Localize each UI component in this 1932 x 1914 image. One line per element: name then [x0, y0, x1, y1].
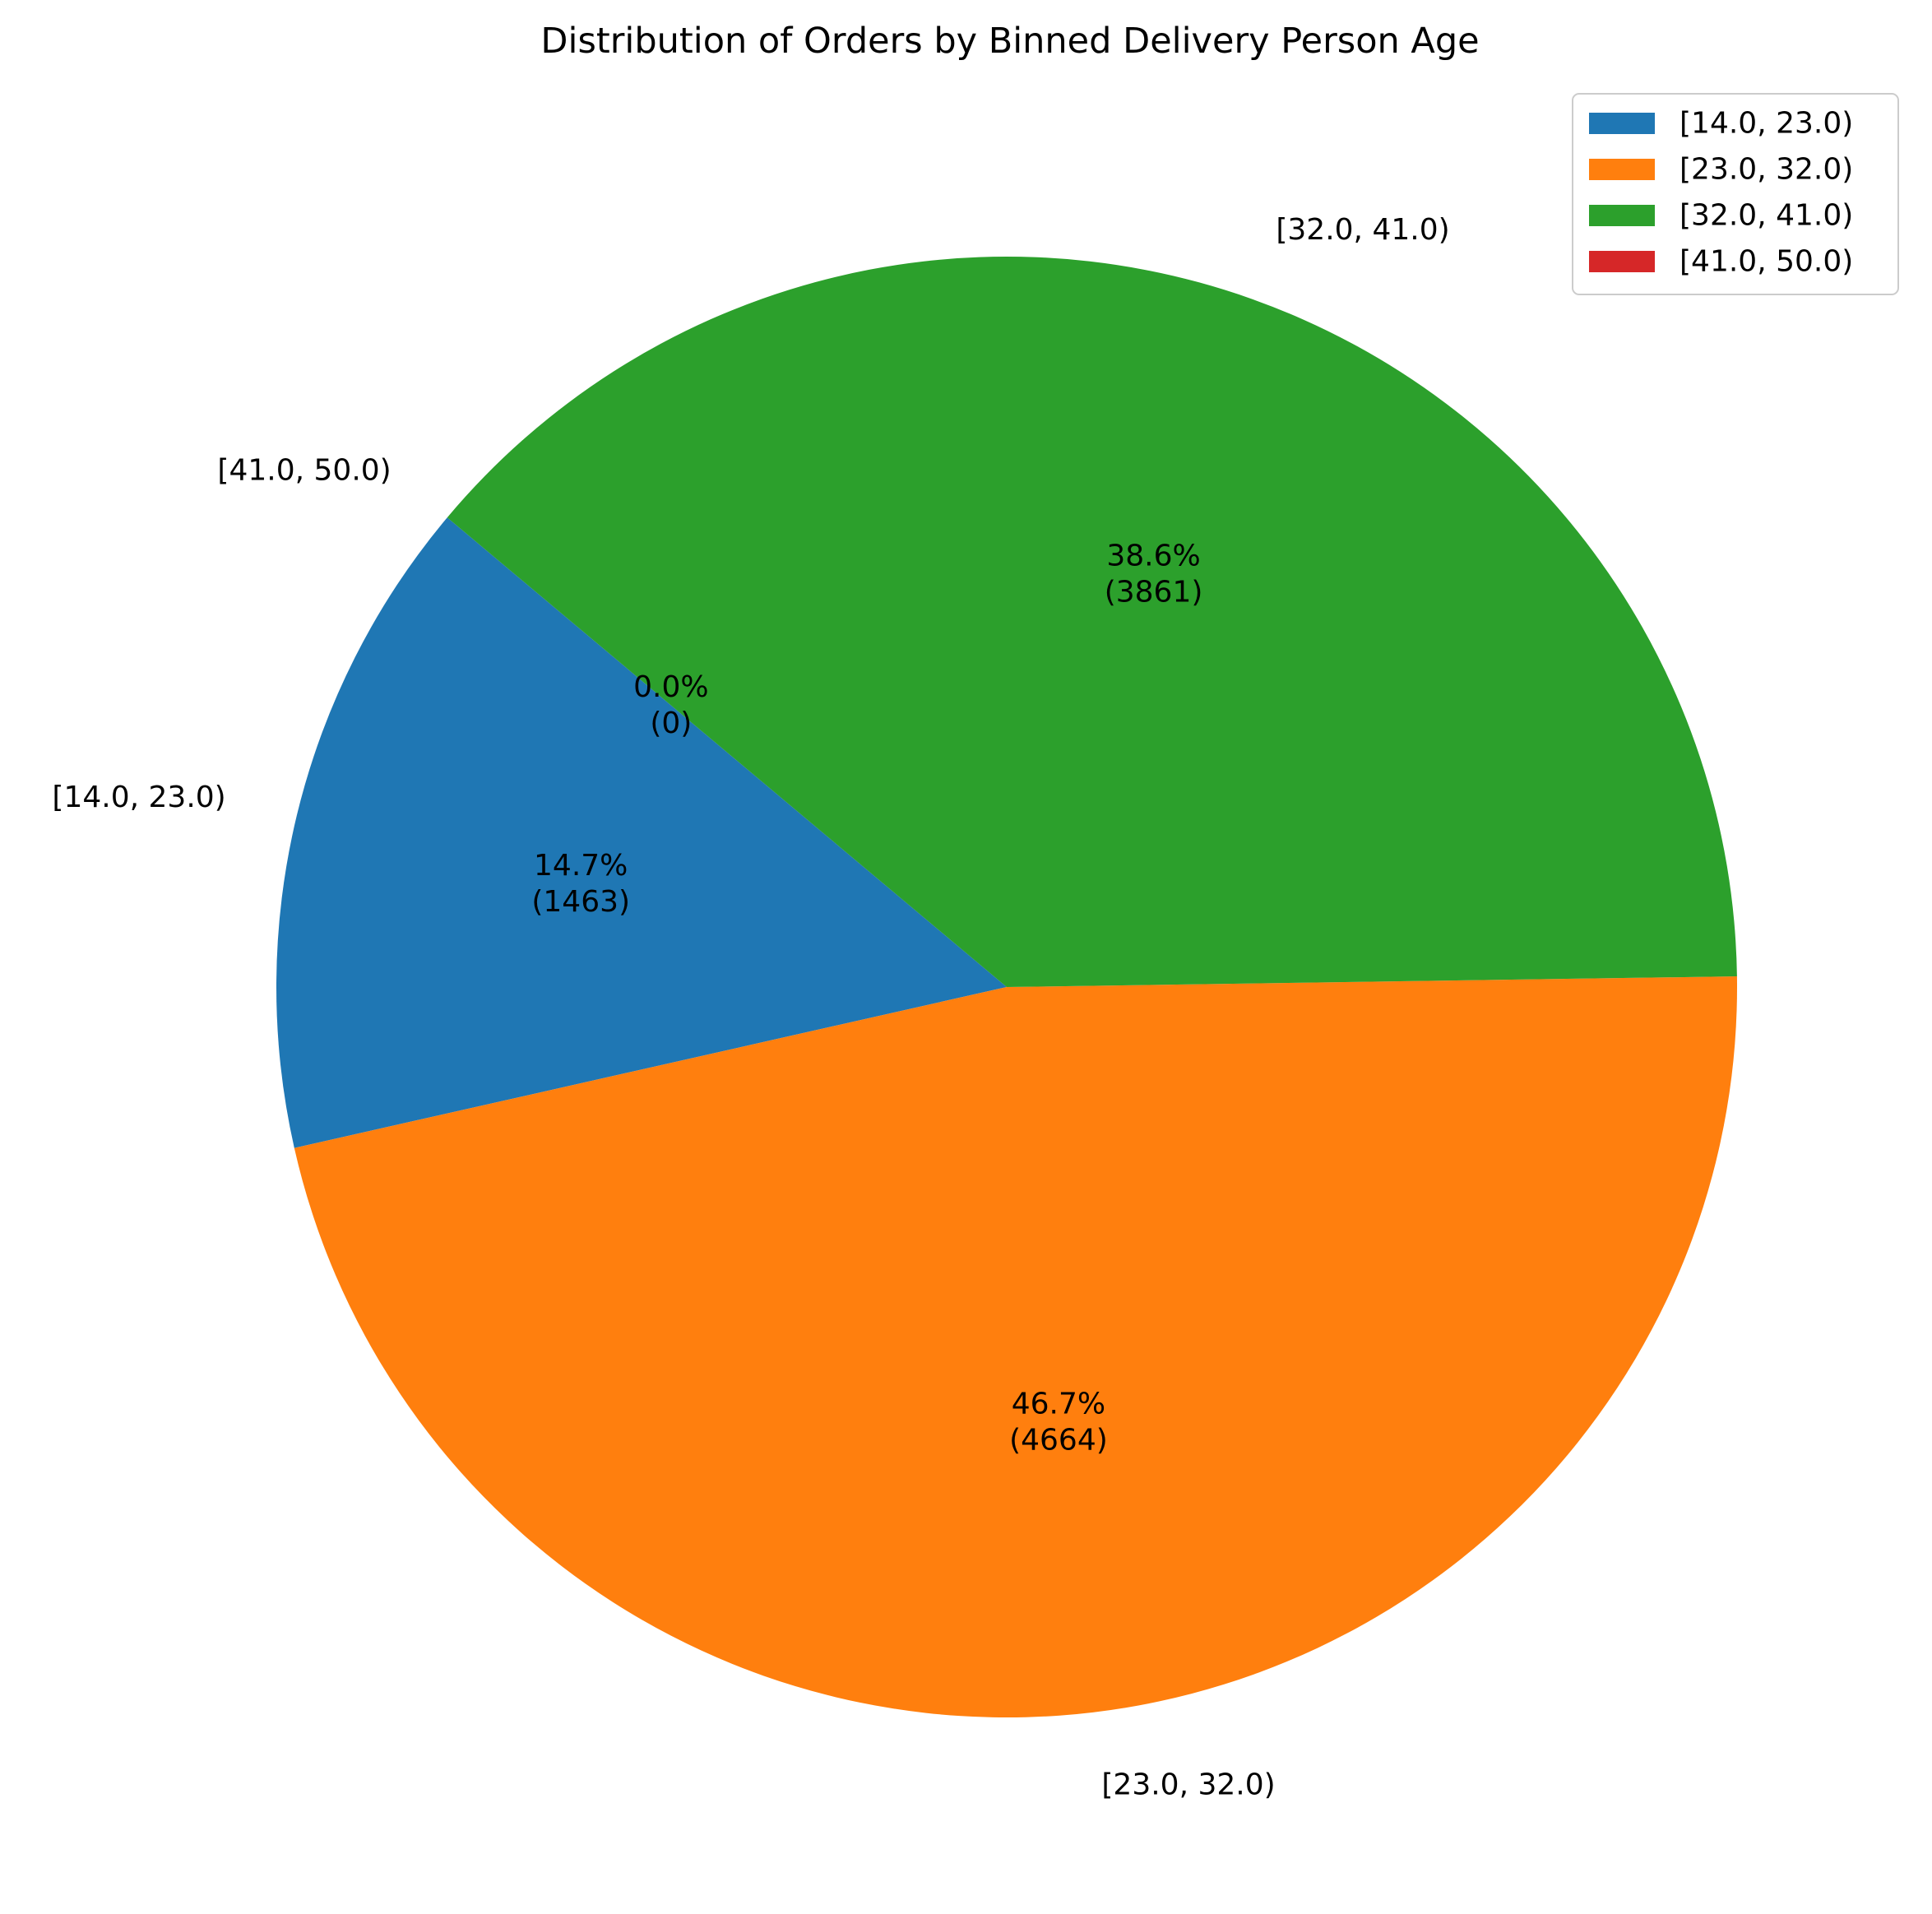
chart-title: Distribution of Orders by Binned Deliver… — [540, 21, 1479, 62]
slice-count-140-230: (1463) — [531, 885, 630, 919]
slice-label-230-320: [23.0, 32.0) — [1101, 1768, 1275, 1801]
slice-count-320-410: (3861) — [1105, 576, 1203, 609]
slice-percent-410-500: 0.0% — [633, 670, 708, 704]
legend-label-320-410: [32.0, 41.0) — [1679, 199, 1853, 233]
pie-slices — [276, 256, 1738, 1718]
legend-swatch-320-410 — [1589, 205, 1655, 226]
legend: [14.0, 23.0) [23.0, 32.0) [32.0, 41.0) [41.… — [1572, 93, 1899, 295]
slice-count-230-320: (4664) — [1009, 1424, 1108, 1458]
pie-slice-320-410 — [447, 256, 1737, 988]
slice-percent-320-410: 38.6% — [1106, 540, 1200, 573]
slice-label-140-230: [14.0, 23.0) — [52, 781, 225, 814]
slice-label-410-500: [41.0, 50.0) — [217, 454, 391, 488]
legend-label-410-500: [41.0, 50.0) — [1679, 245, 1853, 279]
legend-frame — [1572, 93, 1899, 295]
legend-swatch-140-230 — [1589, 113, 1655, 134]
legend-label-140-230: [14.0, 23.0) — [1679, 107, 1853, 141]
slice-category-labels: [14.0, 23.0) [23.0, 32.0) [32.0, 41.0) [41.… — [52, 213, 1449, 1801]
legend-label-230-320: [23.0, 32.0) — [1679, 153, 1853, 187]
pie-slice-230-320 — [294, 976, 1738, 1718]
slice-count-410-500: (0) — [650, 707, 692, 740]
pie-slice-140-230 — [276, 517, 1007, 1148]
slice-percent-230-320: 46.7% — [1012, 1388, 1105, 1421]
legend-swatch-230-320 — [1589, 159, 1655, 180]
legend-swatch-410-500 — [1589, 251, 1655, 272]
slice-percent-140-230: 14.7% — [534, 849, 628, 883]
slice-label-320-410: [32.0, 41.0) — [1276, 213, 1449, 247]
slice-value-labels: 14.7%(1463) 46.7%(4664) 38.6%(3861) 0.0%(0) — [531, 540, 1202, 1458]
